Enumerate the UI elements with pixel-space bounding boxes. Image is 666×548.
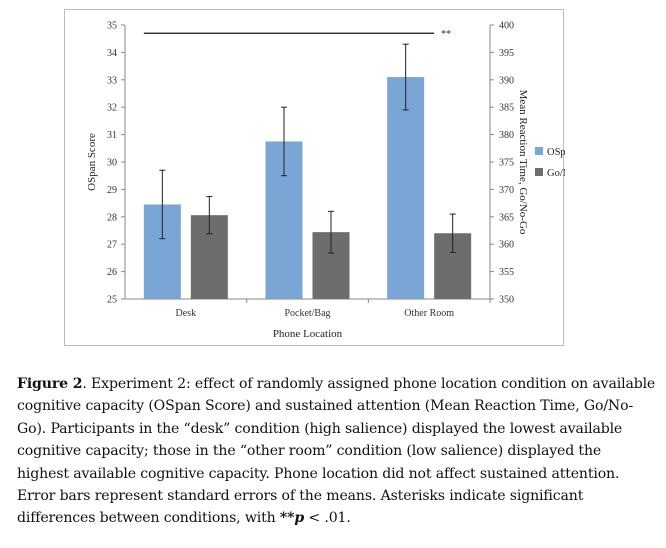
chart-frame: 25 26 27 28 29 30 31 32 33 34 35 350 355 360 365 370 375… (64, 9, 565, 346)
caption-text-end: < .01. (304, 510, 351, 527)
y-tick-label-right: 400 (499, 21, 514, 32)
y-tick-label-left: 35 (107, 21, 117, 32)
bar-ospan (387, 77, 425, 299)
y-axis-title-right: Mean Reaction Time, Go/No-Go (517, 90, 529, 235)
y-tick-label-right: 350 (499, 295, 514, 306)
y-tick-label-left: 26 (107, 267, 117, 278)
y-tick-label-right: 375 (499, 158, 514, 169)
legend-label-ospan: OSpan (547, 147, 565, 158)
figure-caption: Figure 2. Experiment 2: effect of random… (17, 373, 657, 530)
y-tick-label-right: 380 (499, 130, 514, 141)
caption-text: . Experiment 2: effect of randomly assig… (17, 376, 656, 527)
x-axis-title: Phone Location (273, 328, 343, 340)
y-tick-label-right: 370 (499, 185, 514, 196)
y-tick-label-left: 30 (107, 158, 117, 169)
y-tick-label-left: 31 (107, 130, 117, 141)
legend-swatch-ospan (535, 147, 543, 155)
legend-label-gonogo: Go/No-Go (547, 168, 565, 179)
y-tick-label-right: 395 (499, 48, 514, 59)
bar-chart: 25 26 27 28 29 30 31 32 33 34 35 350 355 360 365 370 375… (86, 21, 565, 341)
x-tick-label: Other Room (404, 308, 454, 319)
significance-label: ** (441, 29, 451, 40)
y-tick-label-right: 385 (499, 103, 514, 114)
figure-label: Figure 2 (17, 376, 83, 392)
y-tick-label-left: 29 (107, 185, 117, 196)
p-symbol: p (294, 510, 305, 527)
y-tick-label-right: 365 (499, 212, 514, 223)
y-tick-label-left: 28 (107, 212, 117, 223)
y-tick-label-right: 390 (499, 75, 514, 86)
legend-swatch-gonogo (535, 168, 543, 176)
y-tick-label-left: 25 (107, 295, 117, 306)
y-tick-label-left: 27 (107, 240, 117, 251)
y-tick-label-right: 360 (499, 240, 514, 251)
significance-stars: ** (279, 510, 295, 527)
y-tick-label-left: 32 (107, 103, 117, 114)
y-tick-label-left: 33 (107, 75, 117, 86)
y-tick-label-right: 355 (499, 267, 514, 278)
y-axis-title-left: OSpan Score (86, 133, 98, 191)
x-tick-label: Pocket/Bag (284, 308, 330, 319)
x-tick-label: Desk (176, 308, 197, 319)
y-tick-label-left: 34 (107, 48, 117, 59)
